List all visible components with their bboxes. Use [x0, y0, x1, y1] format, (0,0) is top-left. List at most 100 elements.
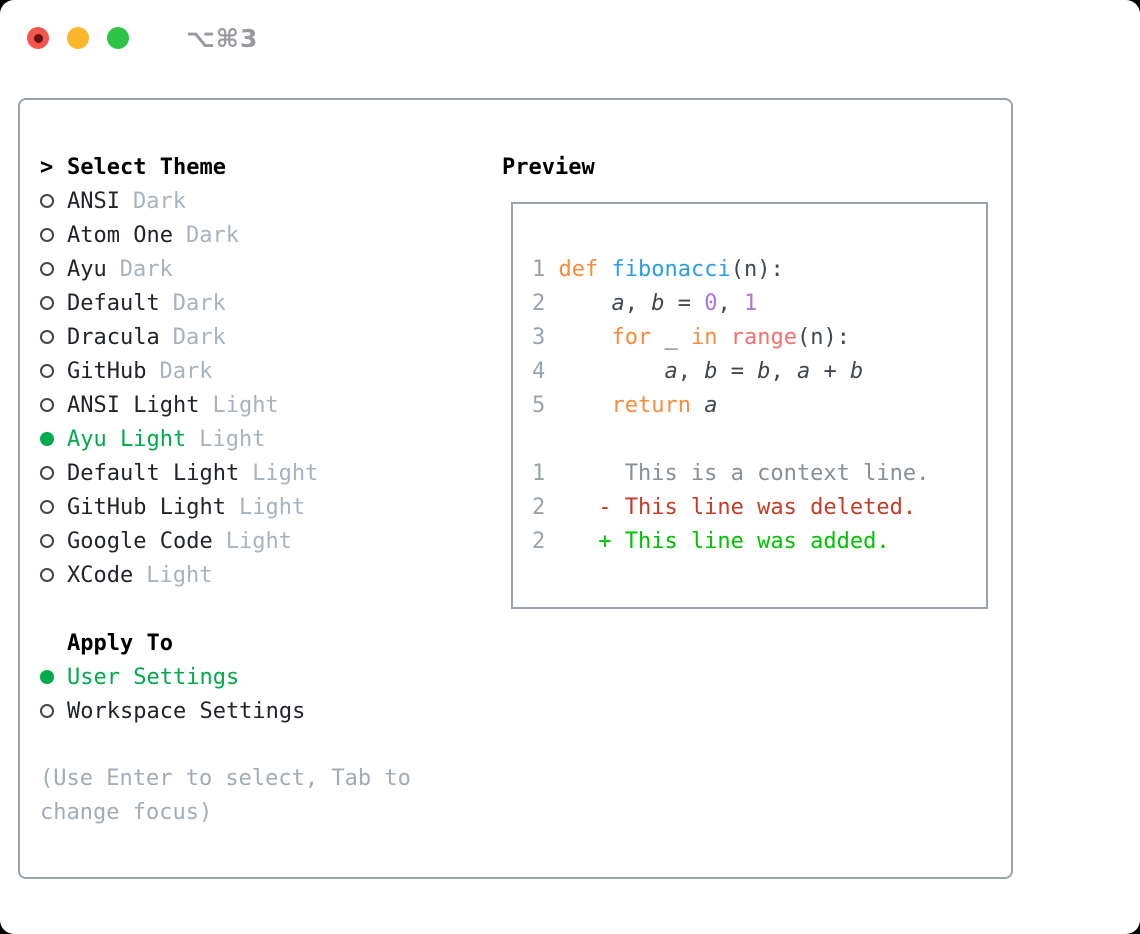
line-number: 5: [532, 392, 546, 418]
theme-name: ANSI Light: [67, 392, 200, 418]
token-bi: range: [730, 324, 797, 350]
preview-heading: Preview: [502, 154, 595, 180]
theme-name: Atom One: [67, 222, 173, 248]
theme-item[interactable]: Ayu Dark: [40, 252, 424, 286]
code-line: 2 a, b = 0, 1: [532, 286, 986, 320]
radio-circle: [40, 466, 54, 480]
theme-item[interactable]: Ayu Light Light: [40, 422, 424, 456]
token-plain: =: [717, 358, 758, 384]
cursor-prefix-icon: >: [40, 154, 54, 180]
radio-icon: [40, 704, 67, 718]
code-line: 4 a, b = b, a + b: [532, 354, 986, 388]
theme-item[interactable]: XCode Light: [40, 558, 424, 592]
token-plain: [717, 325, 730, 350]
token-var: b: [849, 358, 864, 384]
apply-option-name: Workspace Settings: [67, 698, 306, 724]
theme-name: Ayu: [67, 256, 107, 282]
radio-selected-icon: [40, 670, 67, 684]
line-number: 2: [532, 290, 546, 316]
theme-variant-badge: Light: [238, 494, 306, 520]
theme-variant-badge: Dark: [185, 222, 239, 248]
radio-icon: [40, 466, 67, 480]
line-number: 4: [532, 358, 546, 384]
select-theme-header: > Select Theme: [40, 150, 424, 184]
token-plain: [558, 291, 611, 316]
token-fn: fibonacci: [611, 256, 731, 282]
radio-circle: [40, 364, 54, 378]
theme-list: ANSI Dark Atom One Dark Ayu Dark Default Dark Dr…: [40, 184, 424, 592]
token-var: a: [611, 290, 625, 316]
theme-item[interactable]: Atom One Dark: [40, 218, 424, 252]
token-plain: ,: [770, 358, 797, 384]
token-plain: [691, 393, 704, 418]
radio-circle: [40, 296, 54, 310]
close-dot-icon: [33, 33, 43, 43]
minimize-button[interactable]: [67, 27, 89, 49]
line-number: 1: [532, 256, 546, 282]
theme-selector-dialog: > Select Theme ANSI Dark Atom One Dark Ayu Da…: [18, 98, 1013, 879]
theme-item[interactable]: Default Light Light: [40, 456, 424, 490]
token-var: a: [704, 392, 718, 418]
apply-option[interactable]: User Settings: [40, 660, 424, 694]
theme-name: Ayu Light: [67, 426, 187, 452]
token-var: b: [704, 358, 718, 384]
theme-item[interactable]: GitHub Dark: [40, 354, 424, 388]
radio-icon: [40, 296, 67, 310]
radio-icon: [40, 500, 67, 514]
diff-line-added: 2 + This line was added.: [532, 524, 986, 558]
theme-item[interactable]: GitHub Light Light: [40, 490, 424, 524]
radio-icon: [40, 262, 67, 276]
apply-option[interactable]: Workspace Settings: [40, 694, 424, 728]
theme-variant-badge: Light: [225, 528, 292, 554]
token-plain: ,: [677, 358, 705, 384]
theme-name: Google Code: [67, 528, 213, 554]
theme-item[interactable]: Default Dark: [40, 286, 424, 320]
token-plain: [598, 257, 611, 282]
radio-icon: [40, 228, 67, 242]
radio-icon: [40, 194, 67, 208]
apply-to-header: Apply To: [40, 626, 424, 660]
window-titlebar: ⌥⌘3: [0, 0, 1140, 76]
token-kw: for: [611, 324, 652, 350]
theme-selector-column: > Select Theme ANSI Dark Atom One Dark Ayu Da…: [40, 150, 424, 830]
theme-variant-badge: Dark: [172, 290, 226, 316]
radio-icon: [40, 568, 67, 582]
radio-circle: [40, 262, 54, 276]
token-plain: =: [664, 290, 705, 316]
theme-variant-badge: Dark: [159, 358, 213, 384]
radio-circle: [40, 330, 54, 344]
token-var: b: [651, 290, 665, 316]
radio-circle: [40, 194, 54, 208]
token-plain: [558, 393, 611, 418]
theme-item[interactable]: ANSI Dark: [40, 184, 424, 218]
line-number: 1: [532, 460, 546, 486]
theme-variant-badge: Light: [212, 392, 279, 418]
apply-to-header-label: Apply To: [67, 630, 173, 656]
theme-variant-badge: Light: [199, 426, 266, 452]
theme-variant-badge: Light: [146, 562, 213, 588]
zoom-button[interactable]: [107, 27, 129, 49]
select-theme-header-label: Select Theme: [67, 154, 226, 180]
diff-text: - This line was deleted.: [558, 494, 917, 520]
line-number: 2: [532, 494, 546, 520]
code-line: 5 return a: [532, 388, 986, 422]
radio-icon: [40, 534, 67, 548]
token-plain: (n):: [796, 324, 850, 350]
token-kw: return: [611, 392, 691, 418]
theme-item[interactable]: ANSI Light Light: [40, 388, 424, 422]
diff-line-context: 1 This is a context line.: [532, 456, 986, 490]
token-kw: def: [558, 256, 599, 282]
theme-item[interactable]: Dracula Dark: [40, 320, 424, 354]
diff-text: + This line was added.: [558, 528, 890, 554]
radio-circle: [40, 568, 54, 582]
theme-item[interactable]: Google Code Light: [40, 524, 424, 558]
theme-name: GitHub: [67, 358, 147, 384]
blank-line: [532, 422, 986, 456]
line-number: 3: [532, 324, 546, 350]
code-line: 1 def fibonacci (n):: [532, 252, 986, 286]
close-button[interactable]: [27, 27, 49, 49]
token-num: 1: [743, 290, 758, 316]
